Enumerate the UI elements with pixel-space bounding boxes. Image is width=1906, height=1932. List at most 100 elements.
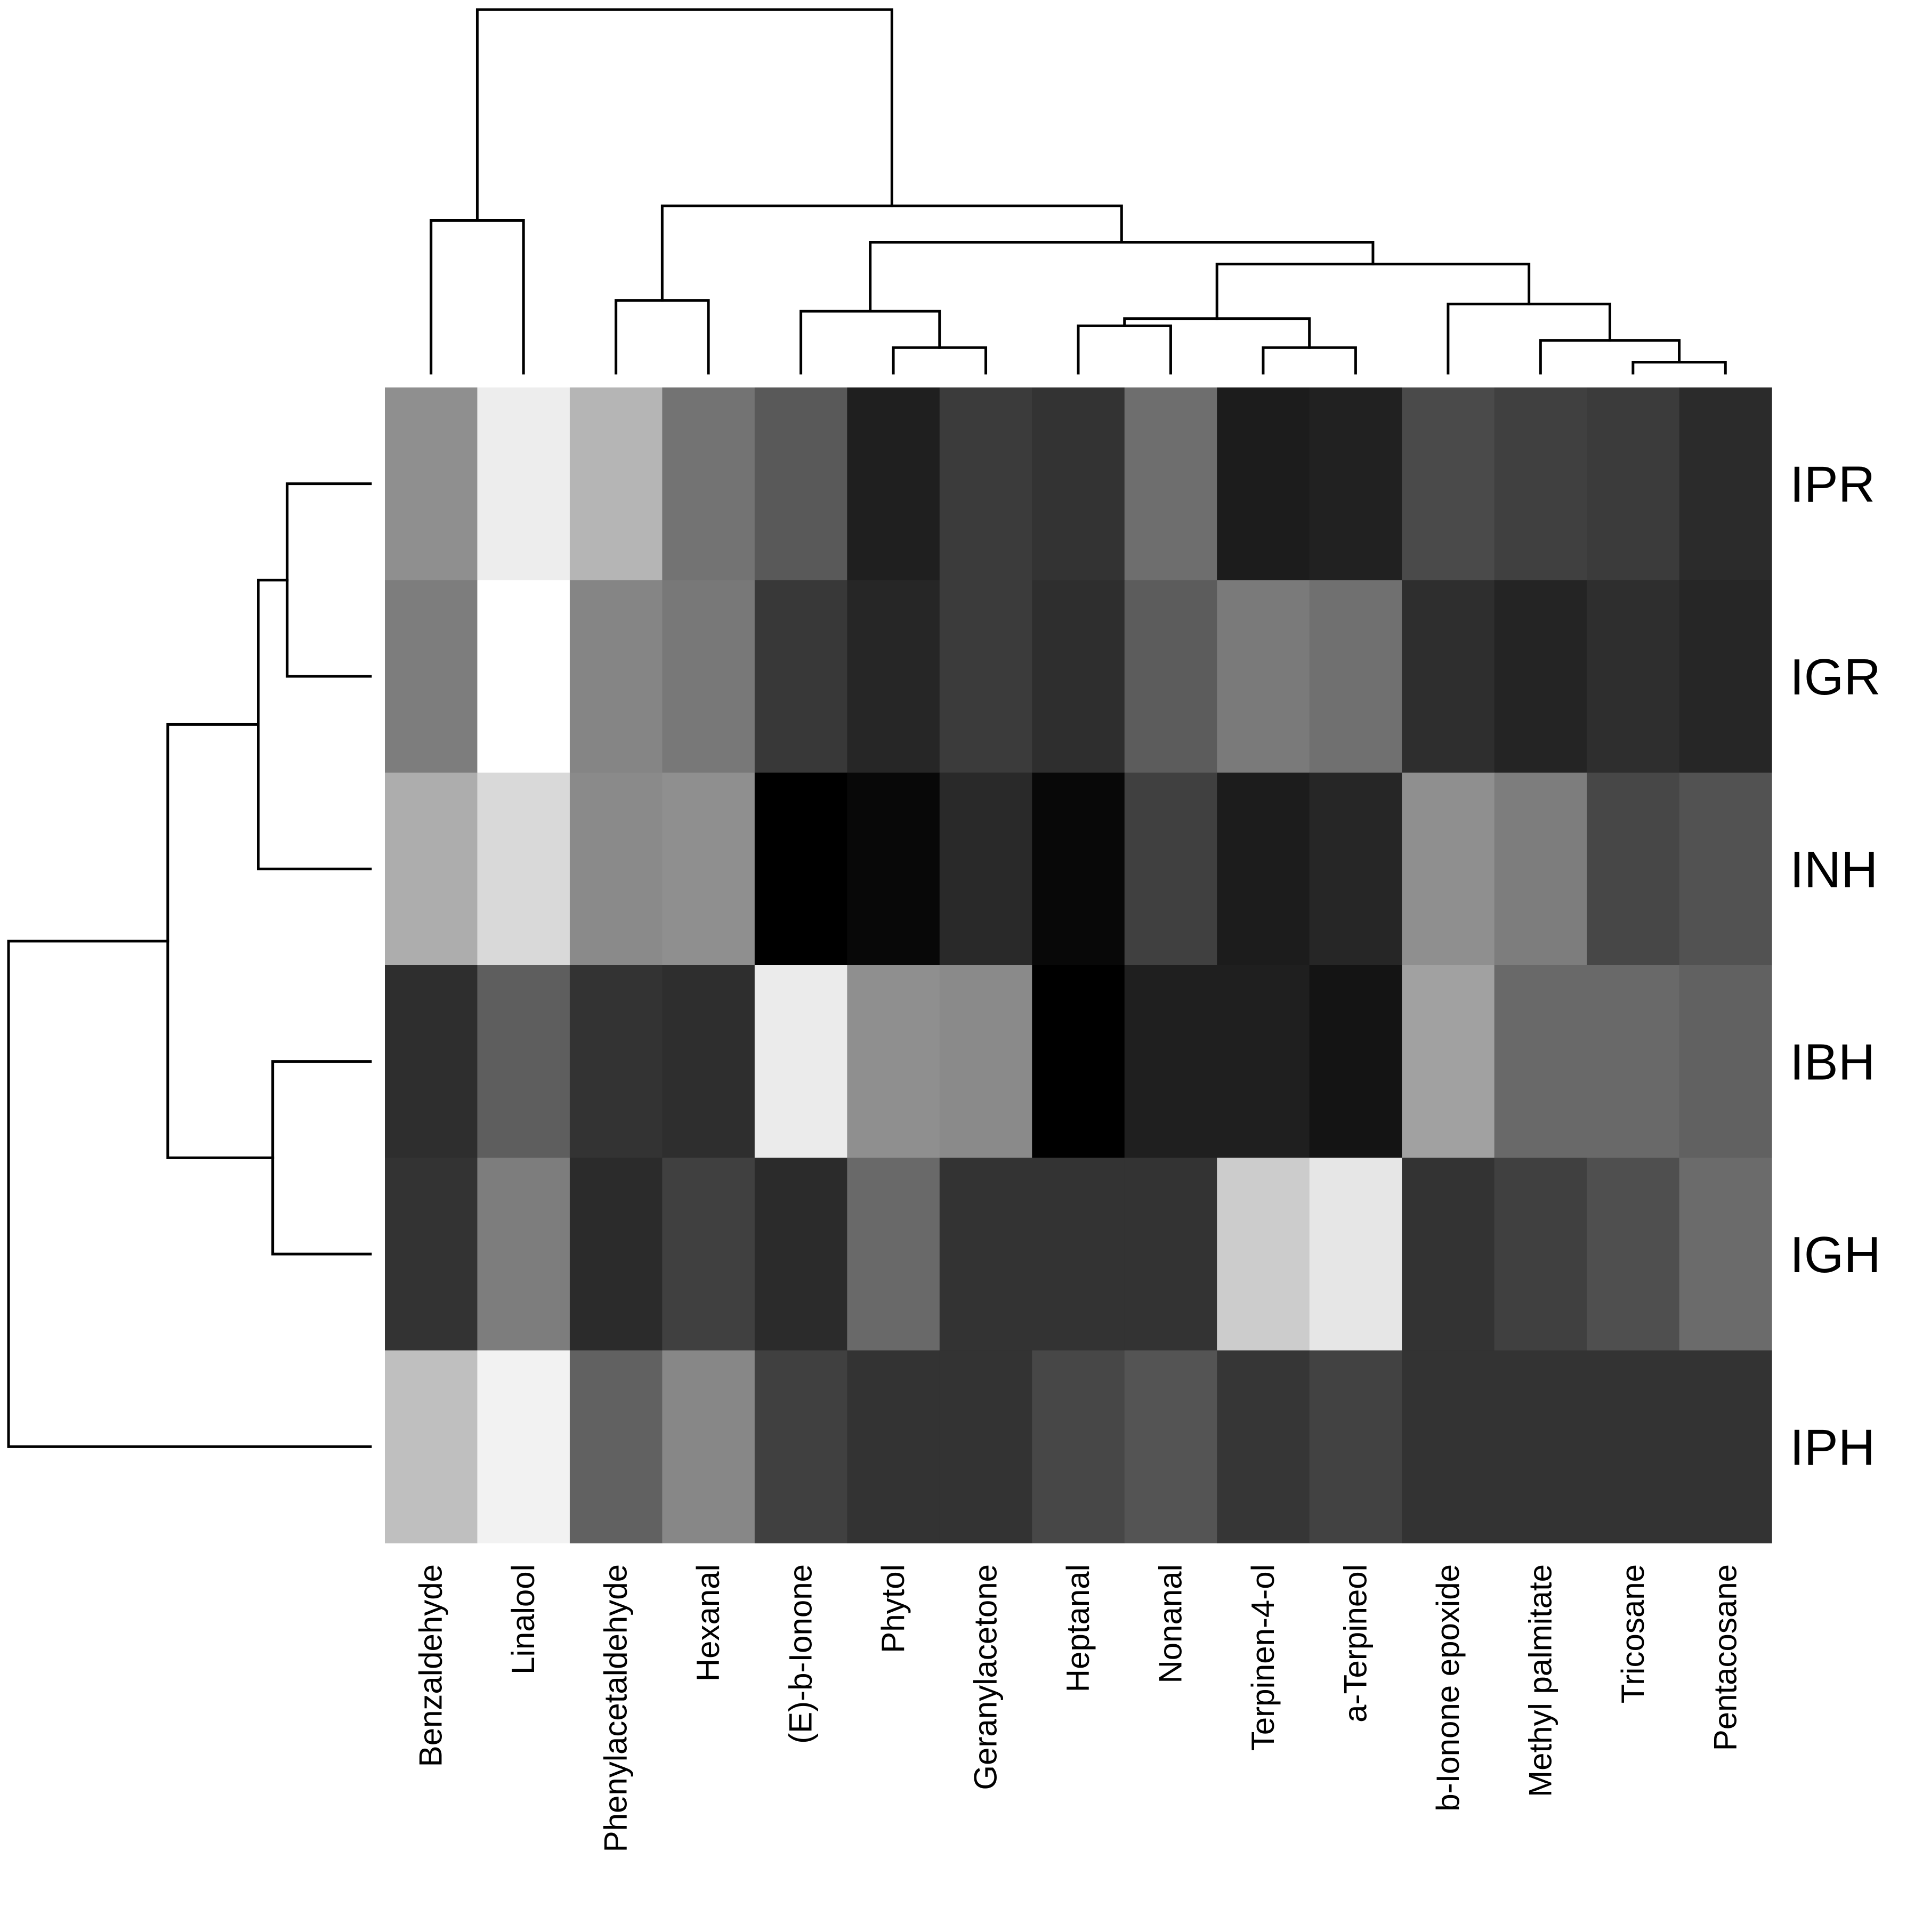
cell-igh-pentacosane: [1679, 1158, 1772, 1351]
column-label-phytol: Phytol: [875, 1564, 911, 1653]
column-label-e-b-ionone: (E)-b-Ionone: [783, 1564, 819, 1744]
cell-igr-methyl-palmitate: [1494, 580, 1587, 773]
cell-iph-a-terpineol: [1309, 1350, 1402, 1543]
cell-igr-geranylacetone: [939, 580, 1032, 773]
cell-ibh-methyl-palmitate: [1494, 965, 1587, 1158]
cell-igh-heptanal: [1032, 1158, 1125, 1351]
column-label-a-terpineol: a-Terpineol: [1337, 1564, 1373, 1723]
cell-ibh-tricosane: [1587, 965, 1680, 1158]
cell-ipr-e-b-ionone: [754, 387, 847, 580]
column-label-hexanal: Hexanal: [690, 1564, 726, 1682]
cell-igh-geranylacetone: [939, 1158, 1032, 1351]
cell-igh-tricosane: [1587, 1158, 1680, 1351]
row-label-ipr: IPR: [1790, 456, 1875, 513]
cell-iph-nonanal: [1124, 1350, 1217, 1543]
column-label-phenylacetaldehyde: Phenylacetaldehyde: [598, 1564, 634, 1852]
cell-ipr-hexanal: [662, 387, 755, 580]
cell-igr-phytol: [847, 580, 940, 773]
cell-igh-phytol: [847, 1158, 940, 1351]
cell-igh-hexanal: [662, 1158, 755, 1351]
row-label-igh: IGH: [1790, 1226, 1881, 1283]
column-label-methyl-palmitate: Methyl palmitate: [1522, 1564, 1558, 1797]
cell-igr-tricosane: [1587, 580, 1680, 773]
cell-igh-benzaldehyde: [385, 1158, 478, 1351]
cell-inh-terpinen-4-ol: [1217, 772, 1310, 966]
cell-ibh-b-ionone-epoxide: [1402, 965, 1495, 1158]
cell-ibh-phenylacetaldehyde: [569, 965, 663, 1158]
cell-igr-heptanal: [1032, 580, 1125, 773]
cell-iph-methyl-palmitate: [1494, 1350, 1587, 1543]
cell-iph-hexanal: [662, 1350, 755, 1543]
cell-igr-phenylacetaldehyde: [569, 580, 663, 773]
cell-inh-methyl-palmitate: [1494, 772, 1587, 966]
cell-igh-nonanal: [1124, 1158, 1217, 1351]
cell-igr-linalool: [477, 580, 570, 773]
column-dendrogram: [430, 8, 1727, 375]
row-label-inh: INH: [1790, 841, 1878, 898]
cell-igh-e-b-ionone: [754, 1158, 847, 1351]
column-label-terpinen-4-ol: Terpinen-4-ol: [1245, 1564, 1281, 1751]
cell-ipr-pentacosane: [1679, 387, 1772, 580]
cell-ibh-nonanal: [1124, 965, 1217, 1158]
cell-ipr-b-ionone-epoxide: [1402, 387, 1495, 580]
column-label-benzaldehyde: Benzaldehyde: [413, 1564, 449, 1767]
cell-ibh-pentacosane: [1679, 965, 1772, 1158]
cell-ibh-benzaldehyde: [385, 965, 478, 1158]
cell-igr-hexanal: [662, 580, 755, 773]
cell-igh-terpinen-4-ol: [1217, 1158, 1310, 1351]
cell-ibh-e-b-ionone: [754, 965, 847, 1158]
cell-igr-benzaldehyde: [385, 580, 478, 773]
cell-inh-linalool: [477, 772, 570, 966]
cell-inh-nonanal: [1124, 772, 1217, 966]
cell-ibh-terpinen-4-ol: [1217, 965, 1310, 1158]
cell-ipr-methyl-palmitate: [1494, 387, 1587, 580]
cell-ipr-linalool: [477, 387, 570, 580]
cell-igr-e-b-ionone: [754, 580, 847, 773]
cell-iph-benzaldehyde: [385, 1350, 478, 1543]
cell-ipr-phenylacetaldehyde: [569, 387, 663, 580]
cell-iph-geranylacetone: [939, 1350, 1032, 1543]
cell-iph-terpinen-4-ol: [1217, 1350, 1310, 1543]
cell-ibh-phytol: [847, 965, 940, 1158]
cell-inh-pentacosane: [1679, 772, 1772, 966]
cell-iph-phytol: [847, 1350, 940, 1543]
cell-ibh-linalool: [477, 965, 570, 1158]
cell-ipr-nonanal: [1124, 387, 1217, 580]
column-dendrogram-branch: [475, 8, 893, 222]
cell-inh-a-terpineol: [1309, 772, 1402, 966]
cell-ibh-geranylacetone: [939, 965, 1032, 1158]
column-label-linalool: Linalool: [505, 1564, 541, 1675]
cell-inh-hexanal: [662, 772, 755, 966]
cell-igr-terpinen-4-ol: [1217, 580, 1310, 773]
cell-inh-b-ionone-epoxide: [1402, 772, 1495, 966]
cell-inh-phytol: [847, 772, 940, 966]
column-labels: Benzaldehyde Linalool Phenylacetaldehyde He…: [413, 1564, 1743, 1852]
row-labels: IPR IGR INH IBH IGH IPH: [1790, 456, 1881, 1476]
cell-iph-pentacosane: [1679, 1350, 1772, 1543]
cell-igr-a-terpineol: [1309, 580, 1402, 773]
cell-igh-a-terpineol: [1309, 1158, 1402, 1351]
cell-ibh-hexanal: [662, 965, 755, 1158]
cell-inh-tricosane: [1587, 772, 1680, 966]
row-dendrogram-branch: [7, 940, 372, 1448]
cell-igh-linalool: [477, 1158, 570, 1351]
cell-ipr-a-terpineol: [1309, 387, 1402, 580]
row-label-igr: IGR: [1790, 649, 1881, 706]
cell-inh-benzaldehyde: [385, 772, 478, 966]
cell-iph-linalool: [477, 1350, 570, 1543]
cell-igr-nonanal: [1124, 580, 1217, 773]
column-label-nonanal: Nonanal: [1152, 1564, 1188, 1684]
cell-igr-b-ionone-epoxide: [1402, 580, 1495, 773]
column-label-pentacosane: Pentacosane: [1707, 1564, 1743, 1751]
column-label-heptanal: Heptanal: [1060, 1564, 1096, 1692]
cell-igh-methyl-palmitate: [1494, 1158, 1587, 1351]
cell-ipr-geranylacetone: [939, 387, 1032, 580]
column-label-b-ionone-epoxide: b-Ionone epoxide: [1430, 1564, 1466, 1812]
cell-iph-b-ionone-epoxide: [1402, 1350, 1495, 1543]
cell-ibh-a-terpineol: [1309, 965, 1402, 1158]
column-label-tricosane: Tricosane: [1615, 1564, 1651, 1703]
row-label-ibh: IBH: [1790, 1034, 1875, 1091]
heatmap-cells: [385, 387, 1772, 1543]
row-dendrogram: [7, 482, 372, 1448]
